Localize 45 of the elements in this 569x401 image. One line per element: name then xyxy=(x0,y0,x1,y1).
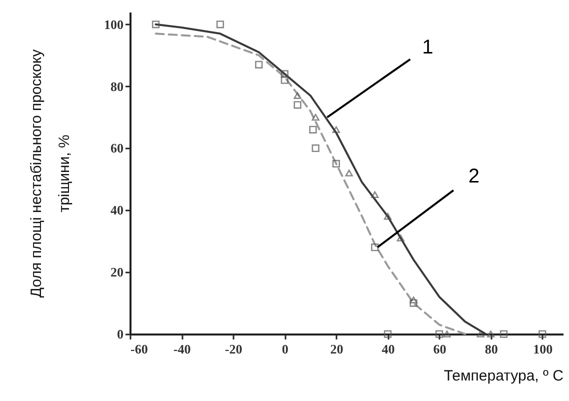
y-tick-label: 20 xyxy=(110,264,124,280)
point xyxy=(435,330,444,338)
x-tick-label: -20 xyxy=(224,342,242,356)
point xyxy=(500,330,508,338)
point xyxy=(443,330,451,338)
y-tick-label: 0 xyxy=(117,326,124,342)
point xyxy=(476,330,484,338)
x-tick-label: 80 xyxy=(484,342,498,356)
y-tick-label: 80 xyxy=(110,78,124,94)
point xyxy=(410,296,418,304)
point xyxy=(371,191,379,198)
point xyxy=(384,212,392,220)
point xyxy=(280,76,288,84)
point xyxy=(216,20,224,28)
point xyxy=(410,299,418,307)
point xyxy=(384,330,392,338)
point xyxy=(152,20,160,28)
point xyxy=(294,92,302,99)
point xyxy=(371,243,379,252)
point xyxy=(332,160,340,168)
x-tick-label: 40 xyxy=(382,342,395,356)
point xyxy=(332,126,340,134)
point xyxy=(538,330,546,338)
point xyxy=(309,126,317,134)
x-axis-title: Температура, º С xyxy=(444,368,564,384)
annotation: 2 xyxy=(468,165,480,188)
x-tick-label: 0 xyxy=(282,342,288,356)
point xyxy=(312,114,320,121)
point xyxy=(312,144,320,152)
x-tick-label: 60 xyxy=(433,342,446,356)
point xyxy=(487,330,495,338)
x-tick-label: 100 xyxy=(533,342,553,356)
point xyxy=(294,101,302,109)
annotation: 1 xyxy=(422,36,434,58)
y-axis-title: Доля площі нестабільного проскоку тріщини, % xyxy=(28,48,73,298)
point xyxy=(345,170,353,176)
point xyxy=(396,234,404,242)
y-tick-label: 100 xyxy=(104,16,124,32)
x-tick-label: 20 xyxy=(330,342,344,356)
y-tick-label: 60 xyxy=(110,140,124,156)
point xyxy=(280,70,288,78)
x-tick-label: -40 xyxy=(173,342,191,356)
point xyxy=(255,60,263,68)
x-tick-label: -60 xyxy=(130,342,148,356)
y-tick-label: 40 xyxy=(110,202,124,218)
